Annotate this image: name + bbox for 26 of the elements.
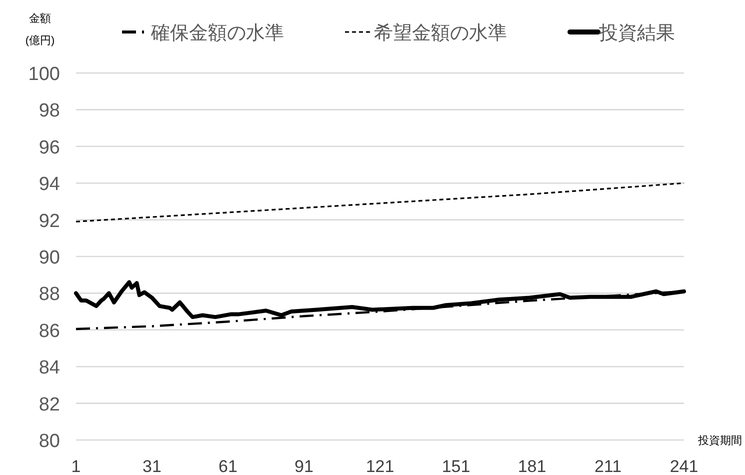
legend-label: 確保金額の水準 <box>150 23 284 44</box>
y-tick-label: 96 <box>38 137 60 158</box>
y-tick-label: 86 <box>38 320 60 342</box>
x-tick-label: 91 <box>294 457 314 475</box>
x-tick-label: 181 <box>518 457 546 475</box>
y-tick-label: 98 <box>38 100 60 122</box>
x-tick-label: 121 <box>366 457 394 475</box>
x-tick-label: 151 <box>442 457 470 475</box>
x-tick-label: 211 <box>594 457 622 475</box>
legend-label: 投資結果 <box>598 23 675 44</box>
y-tick-label: 90 <box>38 248 60 268</box>
y-tick-label: 84 <box>38 358 60 379</box>
y-tick-label: 92 <box>38 210 60 232</box>
line-series <box>75 182 685 222</box>
x-axis-title: 投資期間 <box>697 435 742 447</box>
y-tick-label: 80 <box>38 431 60 452</box>
y-tick-label: 94 <box>38 174 60 196</box>
y-axis-title: 金額 (億円) <box>25 12 55 47</box>
x-tick-label: 31 <box>142 457 162 475</box>
y-tick-label: 100 <box>28 64 60 85</box>
x-tick-label: 241 <box>670 457 698 475</box>
y-tick-label: 82 <box>38 394 60 416</box>
legend-label: 希望金額の水準 <box>374 23 507 44</box>
x-tick-label: 61 <box>218 457 238 475</box>
y-tick-label: 88 <box>38 284 60 306</box>
x-tick-label: 1 <box>71 457 81 475</box>
